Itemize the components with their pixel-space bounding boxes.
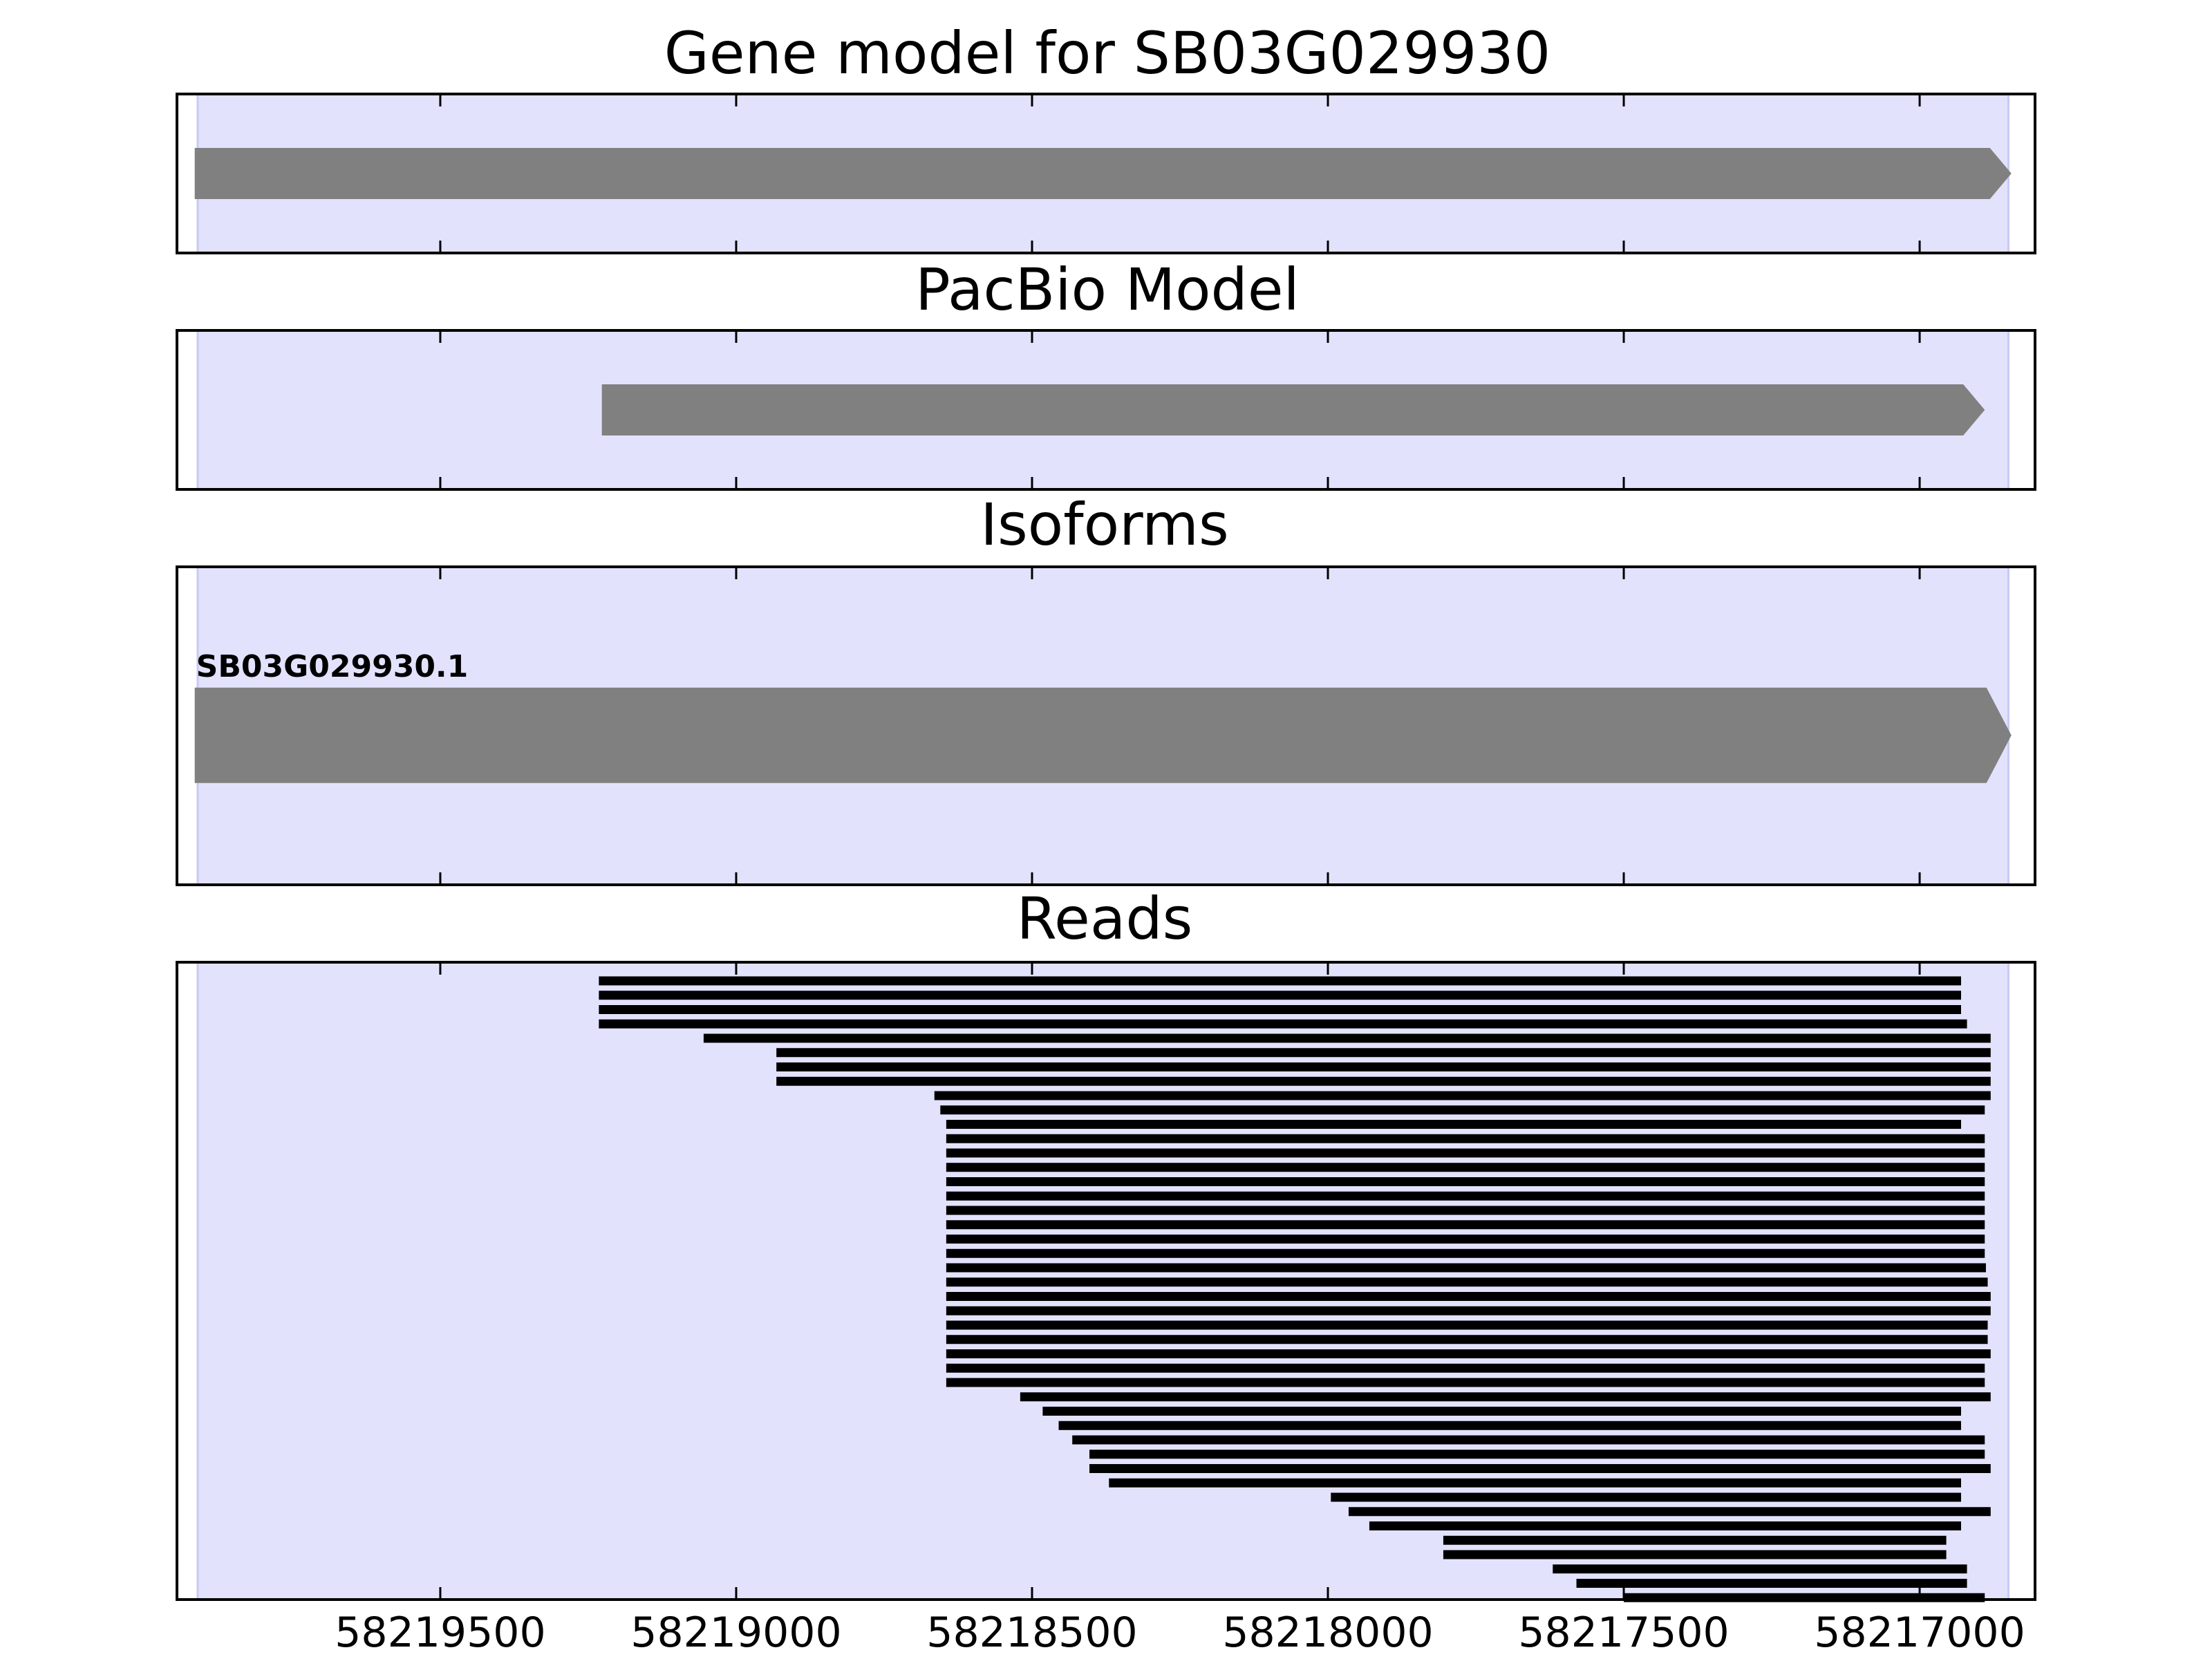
features-reads	[196, 962, 2009, 1602]
read-bar	[946, 1134, 1985, 1143]
read-bar	[703, 1033, 1991, 1043]
panel-frame-gene-model	[176, 93, 2036, 254]
read-bar	[599, 976, 1961, 986]
gene-feature-arrow	[601, 384, 1985, 435]
ticks-gene-model	[439, 94, 1921, 253]
read-bar	[946, 1378, 1985, 1387]
read-bar	[946, 1220, 1985, 1230]
ticks-reads	[439, 962, 1921, 1600]
read-bar	[1576, 1579, 1967, 1588]
read-bar	[1089, 1464, 1991, 1473]
read-bar	[599, 1019, 1967, 1029]
read-bar	[946, 1263, 1986, 1273]
x-axis-tick-labels: 58219500 58219000 58218500 58218000 58217500…	[335, 1609, 2025, 1657]
read-bar	[946, 1335, 1988, 1344]
read-bar	[1369, 1521, 1961, 1530]
panel-pacbio-model: PacBio Model	[176, 256, 2036, 491]
panel-frame-pacbio-model	[176, 329, 2036, 491]
read-bar	[946, 1248, 1985, 1258]
read-bar	[946, 1206, 1985, 1215]
ticks-isoforms	[439, 567, 1921, 885]
read-bar	[946, 1148, 1985, 1158]
read-bar	[1020, 1392, 1991, 1402]
read-bar	[1443, 1535, 1947, 1545]
read-bar	[599, 1005, 1961, 1014]
read-bar	[946, 1363, 1985, 1373]
features-isoforms: SB03G029930.1	[194, 567, 2012, 885]
features-gene-model	[194, 94, 2012, 253]
read-bar	[1109, 1478, 1961, 1488]
read-bar	[946, 1320, 1988, 1330]
read-bar	[946, 1306, 1991, 1315]
read-bar	[1443, 1550, 1947, 1559]
read-bar	[934, 1091, 1991, 1100]
panel-isoforms: Isoforms SB03G029930.1	[176, 491, 2036, 886]
panel-title-pacbio-model: PacBio Model	[915, 256, 1300, 324]
read-bar	[776, 1062, 1991, 1071]
read-bar	[599, 991, 1961, 1000]
panel-frame-reads	[176, 961, 2036, 1601]
features-pacbio-model	[196, 330, 2009, 489]
gene-feature-arrow	[194, 148, 2012, 199]
read-bar	[946, 1277, 1988, 1287]
x-tick-label: 58219000	[630, 1609, 841, 1657]
panel-title-gene-model: Gene model for SB03G029930	[664, 19, 1550, 87]
read-bar	[1553, 1564, 1967, 1574]
x-tick-label: 58218500	[926, 1609, 1137, 1657]
read-bar	[1331, 1492, 1961, 1502]
read-bar	[946, 1349, 1991, 1358]
x-tick-label: 58217000	[1814, 1609, 2025, 1657]
panel-frame-isoforms	[176, 565, 2036, 886]
x-tick-label: 58219500	[335, 1609, 545, 1657]
panel-gene-model: Gene model for SB03G029930	[176, 19, 2036, 254]
read-bar	[1058, 1421, 1961, 1430]
read-bar	[1089, 1450, 1985, 1459]
read-bar	[946, 1292, 1991, 1301]
read-bar	[1348, 1507, 1991, 1517]
read-bar	[946, 1191, 1985, 1201]
ticks-pacbio-model	[439, 330, 1921, 489]
read-bar	[1042, 1407, 1961, 1416]
read-bar	[1072, 1435, 1985, 1445]
read-bar	[940, 1105, 1985, 1115]
read-bar	[946, 1177, 1985, 1186]
panel-title-reads: Reads	[1017, 885, 1193, 953]
panel-reads: Reads	[176, 885, 2036, 1602]
panel-title-isoforms: Isoforms	[980, 491, 1229, 559]
isoform-label: SB03G029930.1	[196, 649, 469, 684]
x-tick-label: 58217500	[1518, 1609, 1729, 1657]
read-bar	[776, 1048, 1991, 1058]
read-bar	[946, 1163, 1985, 1172]
read-bar	[946, 1120, 1961, 1129]
read-bar	[776, 1076, 1991, 1086]
read-bar	[946, 1235, 1985, 1244]
x-tick-label: 58218000	[1222, 1609, 1433, 1657]
gene-feature-arrow	[194, 687, 2012, 783]
